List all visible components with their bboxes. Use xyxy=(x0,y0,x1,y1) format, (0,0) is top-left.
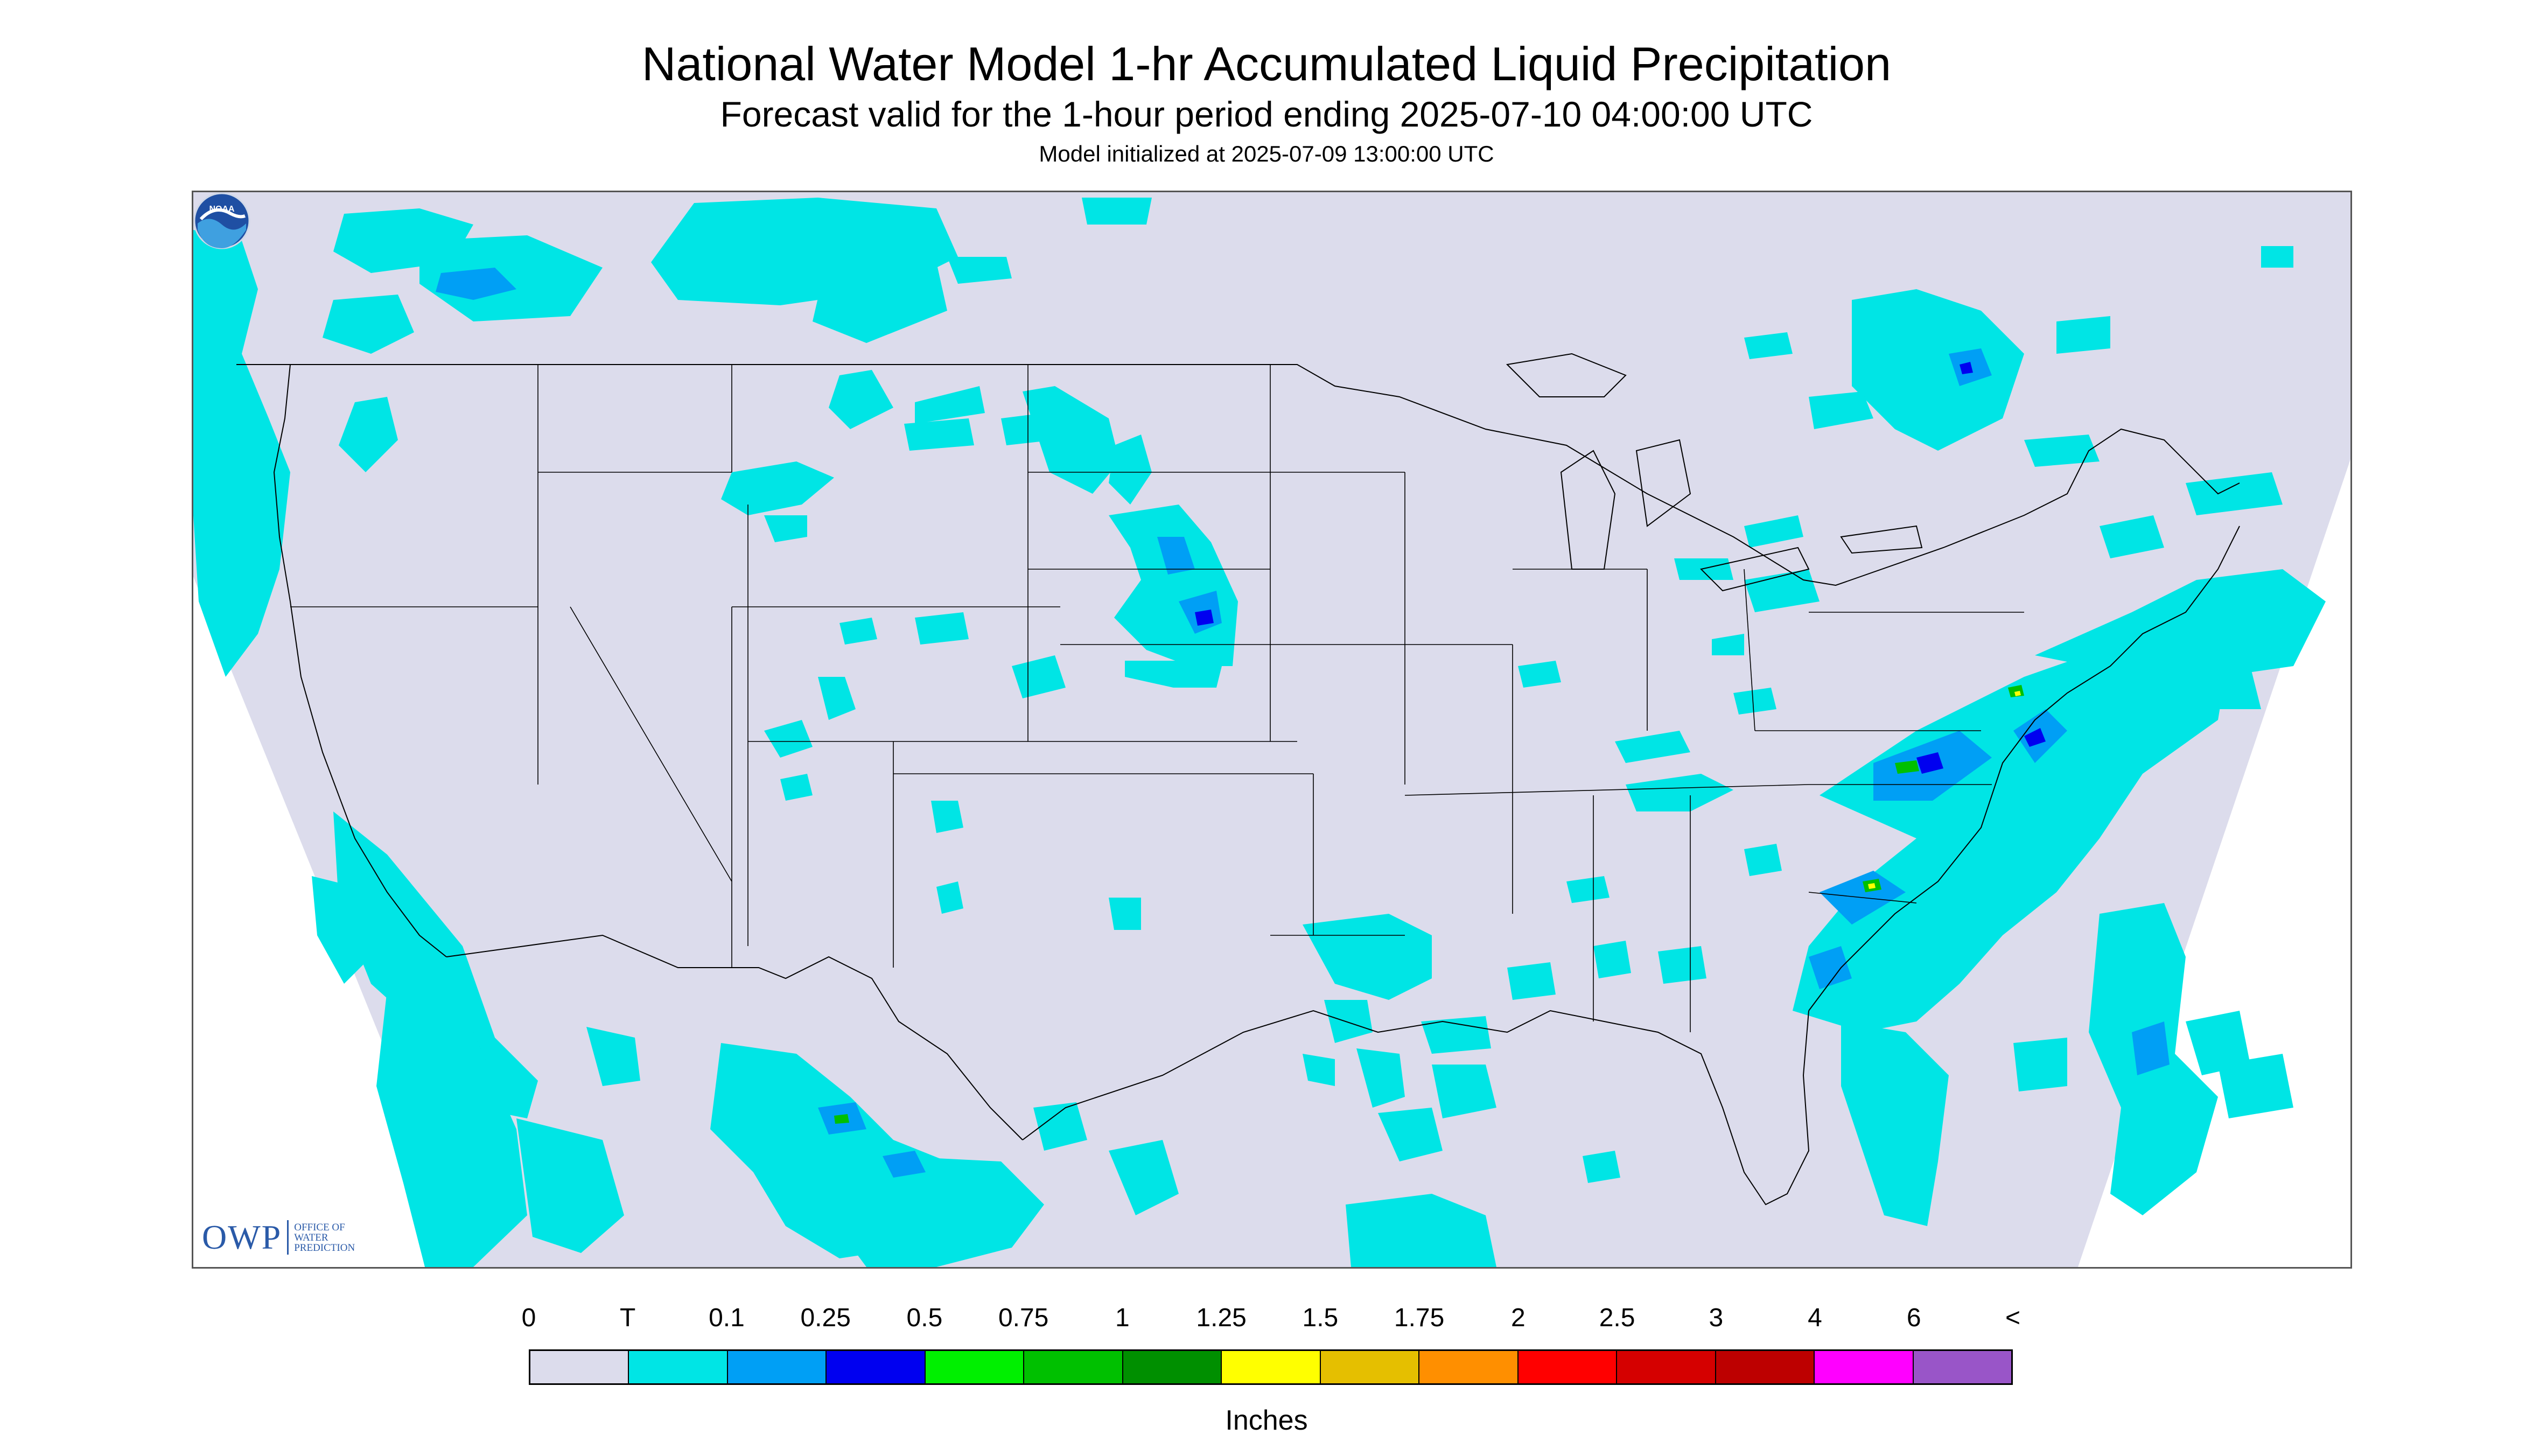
legend-swatch xyxy=(1024,1351,1123,1383)
owp-divider xyxy=(287,1220,289,1255)
legend-tick-label: 0 xyxy=(521,1304,536,1332)
noaa-logo: NOAA xyxy=(193,192,250,249)
owp-text-line: OFFICE OF xyxy=(294,1221,345,1233)
legend-tick-label: 0.25 xyxy=(800,1304,851,1332)
forecast-valid-subtitle: Forecast valid for the 1-hour period end… xyxy=(720,94,1813,134)
legend-tick-label: 1.25 xyxy=(1196,1304,1247,1332)
owp-text-line: PREDICTION xyxy=(294,1242,355,1254)
boundaries xyxy=(236,353,2240,1206)
legend-swatch xyxy=(1716,1351,1815,1383)
legend-tick-label: T xyxy=(620,1304,636,1332)
legend-swatch xyxy=(629,1351,728,1383)
legend-swatch xyxy=(1913,1351,2012,1383)
legend-tick-label: < xyxy=(2005,1304,2021,1332)
legend-tick-label: 2.5 xyxy=(1599,1304,1635,1332)
legend-swatch xyxy=(1617,1351,1716,1383)
precipitation-map: OWP OFFICE OF WATER PREDICTION NOAA xyxy=(192,191,2352,1269)
legend-tick-label: 1 xyxy=(1115,1304,1130,1332)
legend-swatch xyxy=(827,1351,926,1383)
legend-swatch xyxy=(727,1351,827,1383)
legend-tick-label: 1.5 xyxy=(1302,1304,1339,1332)
legend-ticks: 0 T 0.1 0.25 0.5 0.75 1 1.25 1.5 1.75 2 2.5 3 4 6 < xyxy=(522,1303,2020,1335)
model-init-subtitle: Model initialized at 2025-07-09 13:00:00… xyxy=(1039,141,1494,166)
legend-colorbar xyxy=(529,1349,2013,1385)
legend-tick-label: 0.1 xyxy=(709,1304,745,1332)
legend-swatch xyxy=(1123,1351,1222,1383)
noaa-logo-text: NOAA xyxy=(209,205,235,214)
legend-tick-label: 3 xyxy=(1709,1304,1724,1332)
legend-tick-label: 1.75 xyxy=(1394,1304,1445,1332)
owp-mark: OWP xyxy=(202,1218,282,1256)
owp-text: OFFICE OF WATER PREDICTION xyxy=(294,1222,355,1253)
legend-tick-label: 0.75 xyxy=(998,1304,1049,1332)
map-title: National Water Model 1-hr Accumulated Li… xyxy=(641,37,1892,90)
map-canvas xyxy=(193,192,2350,1267)
legend-swatch xyxy=(1222,1351,1321,1383)
legend-swatch xyxy=(530,1351,629,1383)
legend-swatch xyxy=(1320,1351,1420,1383)
owp-logo: OWP OFFICE OF WATER PREDICTION xyxy=(202,1217,355,1257)
legend-swatch xyxy=(1518,1351,1618,1383)
legend-tick-label: 6 xyxy=(1906,1304,1921,1332)
legend-swatch xyxy=(1815,1351,1914,1383)
legend-units: Inches xyxy=(1225,1405,1308,1436)
legend-tick-label: 2 xyxy=(1510,1304,1526,1332)
legend-tick-label: 4 xyxy=(1808,1304,1822,1332)
legend-swatch xyxy=(1419,1351,1519,1383)
legend-swatch xyxy=(925,1351,1025,1383)
owp-text-line: WATER xyxy=(294,1231,328,1243)
legend-tick-label: 0.5 xyxy=(906,1304,943,1332)
